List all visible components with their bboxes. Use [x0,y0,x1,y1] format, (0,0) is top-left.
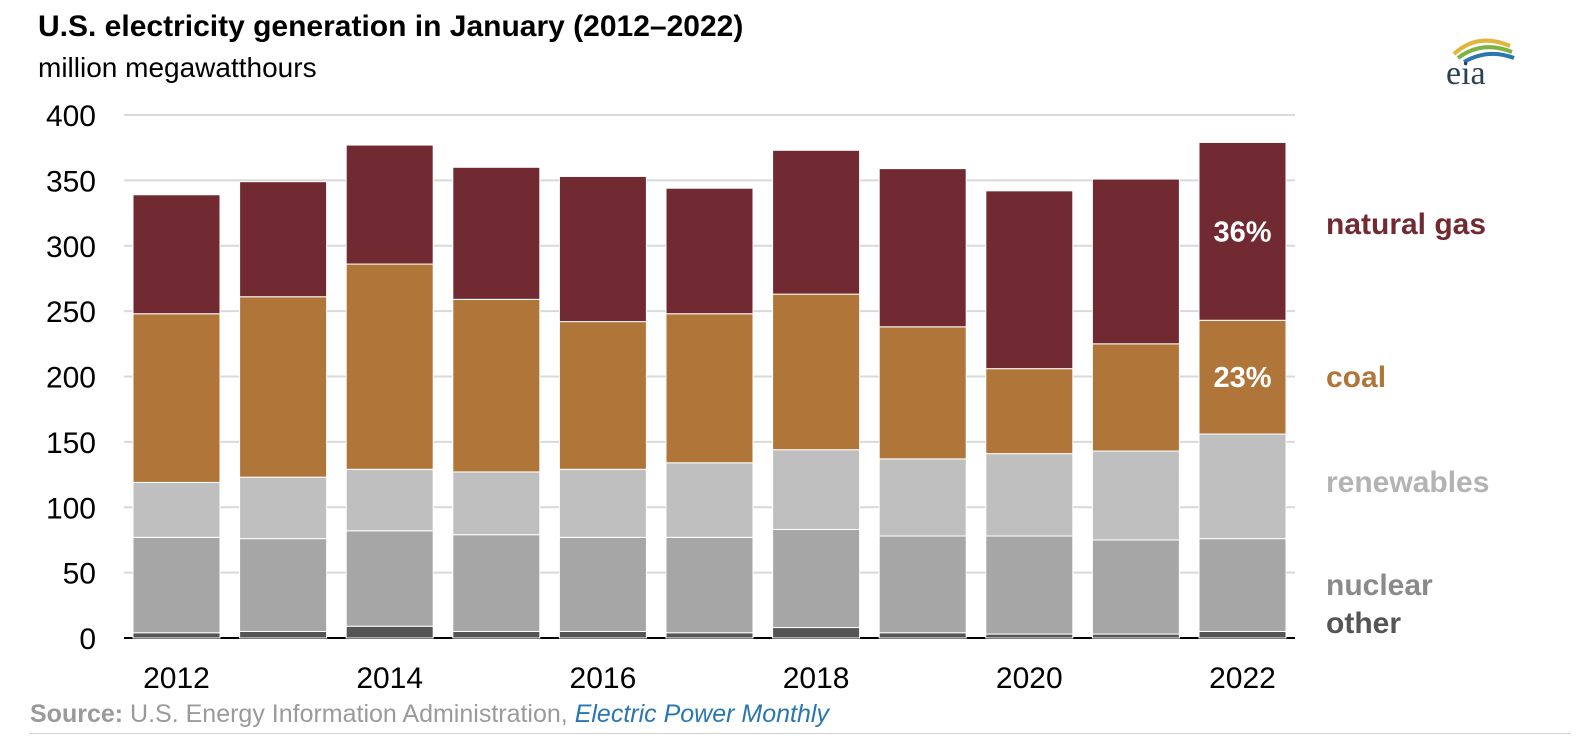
bar-segment-coal-2021 [1091,343,1180,452]
y-axis-ticks: 0 50 100 150 200 250 300 350 400 [46,100,96,656]
bar-segment-coal-2019 [878,326,967,460]
data-label: 23% [1213,362,1271,394]
bar-segment-nuclear-2012 [132,536,221,634]
bar-segment-nuclear-2014 [345,530,434,627]
legend-label-coal: coal [1326,361,1386,394]
x-axis-ticks: 2012 2014 2016 2018 2020 2022 [143,662,1276,695]
y-tick-label: 0 [79,623,96,656]
legend-label-renewables: renewables [1326,466,1489,499]
bar-segment-other-2017 [665,632,754,639]
bar-segment-coal-2012 [132,313,221,483]
bar-segment-nuclear-2022 [1198,538,1287,632]
bar-segment-nuclear-2017 [665,536,754,634]
bar-segment-natural-gas-2018 [772,149,861,295]
bar-segment-nuclear-2020 [985,535,1074,635]
bar-segment-coal-2014 [345,263,434,470]
bar-segment-natural-gas-2013 [239,181,328,298]
bar-segment-nuclear-2016 [558,536,647,632]
legend-label-nuclear: nuclear [1326,569,1433,602]
bar-segment-coal-2020 [985,368,1074,455]
bar-segment-natural-gas-2022 [1198,141,1287,321]
y-tick-label: 50 [63,558,96,591]
data-label: 36% [1213,216,1271,248]
bar-segment-other-2013 [239,630,328,639]
source-note: Source: U.S. Energy Information Administ… [30,700,829,729]
bar-segment-coal-2013 [239,296,328,478]
eia-logo-text: eia [1446,55,1486,90]
bar-segment-natural-gas-2019 [878,168,967,328]
bar-segment-natural-gas-2014 [345,144,434,265]
bar-segment-renewables-2018 [772,449,861,530]
bar-segment-natural-gas-2016 [558,175,647,323]
bar-segment-coal-2017 [665,313,754,464]
bar-segment-renewables-2014 [345,468,434,532]
bar-segment-other-2014 [345,625,434,639]
x-tick-label: 2016 [570,662,637,695]
bar-segment-renewables-2015 [452,471,541,536]
eia-logo: eia [1446,38,1515,90]
x-tick-label: 2018 [783,662,850,695]
source-label: Source: [30,700,124,728]
y-tick-label: 100 [46,492,96,525]
y-tick-label: 200 [46,362,96,395]
legend-label-natural-gas: natural gas [1326,208,1486,241]
bar-segment-renewables-2017 [665,462,754,538]
chart-title: U.S. electricity generation in January (… [38,10,744,43]
y-tick-label: 250 [46,296,96,329]
x-tick-label: 2022 [1209,662,1276,695]
bar-segment-natural-gas-2012 [132,194,221,315]
bars [132,141,1287,639]
legend-label-other: other [1326,607,1401,640]
bar-segment-other-2020 [985,633,1074,639]
bar-segment-nuclear-2019 [878,535,967,634]
bar-segment-renewables-2016 [558,468,647,538]
bar-segment-natural-gas-2015 [452,166,541,300]
legend: natural gas coal renewables nuclear other [1326,208,1489,640]
bar-segment-other-2018 [772,627,861,639]
bar-segment-natural-gas-2017 [665,187,754,315]
bar-segment-renewables-2013 [239,476,328,540]
chart-subtitle: million megawatthours [38,52,317,83]
y-tick-label: 400 [46,100,96,133]
x-tick-label: 2020 [996,662,1063,695]
y-tick-label: 150 [46,427,96,460]
bar-segment-other-2022 [1198,630,1287,639]
bar-segment-renewables-2012 [132,481,221,538]
bar-segment-nuclear-2018 [772,528,861,629]
source-link[interactable]: Electric Power Monthly [574,700,829,728]
bar-segment-natural-gas-2021 [1091,178,1180,345]
bar-segment-other-2016 [558,630,647,639]
bar-segment-other-2015 [452,630,541,639]
bar-segment-renewables-2022 [1198,433,1287,540]
source-text: U.S. Energy Information Administration, [130,700,568,728]
bar-segment-coal-2016 [558,321,647,470]
bar-segment-renewables-2020 [985,453,1074,537]
annotations: 36% 23% [1213,216,1271,394]
x-tick-label: 2014 [356,662,423,695]
y-tick-label: 300 [46,231,96,264]
bar-segment-renewables-2021 [1091,450,1180,541]
bar-segment-coal-2022 [1198,319,1287,435]
bar-segment-nuclear-2015 [452,534,541,632]
bar-segment-other-2012 [132,632,221,639]
bar-segment-nuclear-2013 [239,538,328,632]
bar-segment-coal-2015 [452,298,541,473]
bottom-divider [30,733,1570,734]
bar-segment-other-2021 [1091,633,1180,639]
x-tick-label: 2012 [143,662,210,695]
bar-segment-nuclear-2021 [1091,539,1180,635]
bar-segment-other-2019 [878,632,967,639]
bar-segment-natural-gas-2020 [985,190,1074,370]
bar-segment-coal-2018 [772,293,861,451]
bar-segment-renewables-2019 [878,458,967,537]
y-tick-label: 350 [46,165,96,198]
